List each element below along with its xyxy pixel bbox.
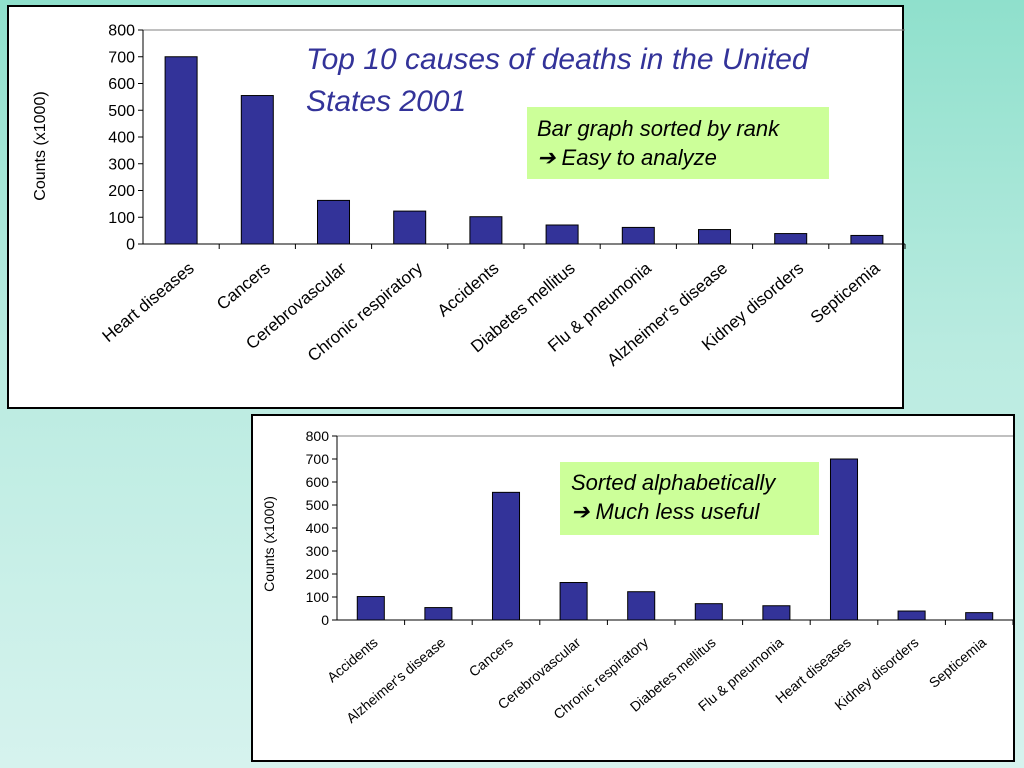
bar <box>965 612 994 621</box>
y-axis-label: Counts (x1000) <box>261 496 277 592</box>
bar <box>762 605 791 621</box>
y-tick-label: 0 <box>126 237 135 254</box>
bar <box>469 216 503 245</box>
y-tick-label: 700 <box>108 49 135 66</box>
annotation-line-1: Bar graph sorted by rank <box>537 116 780 141</box>
annotation-line-2: ➔ Much less useful <box>571 499 760 524</box>
y-tick-label: 700 <box>306 451 330 467</box>
y-tick-label: 100 <box>108 210 135 227</box>
bar <box>829 458 859 621</box>
x-category-label: Accidents <box>324 634 381 685</box>
y-tick-label: 200 <box>108 183 135 200</box>
bar <box>897 610 926 621</box>
y-tick-label: 600 <box>108 76 135 93</box>
annotation-box-ranked: Bar graph sorted by rank ➔ Easy to analy… <box>527 107 829 179</box>
bar-chart-ranked: 0 100 200 300 400 500 600 700 800 Heart diseases C… <box>99 23 906 370</box>
x-category-label: Heart diseases <box>99 259 198 346</box>
bar <box>697 229 732 245</box>
bar <box>424 607 453 621</box>
annotation-box-alphabetical: Sorted alphabetically ➔ Much less useful <box>560 462 819 535</box>
x-category-label: Septicemia <box>807 258 884 327</box>
chart-panel-ranked: 0 100 200 300 400 500 600 700 800 Heart diseases C… <box>7 5 906 409</box>
y-tick-label: 500 <box>108 103 135 120</box>
bar <box>850 234 884 245</box>
y-tick-label: 300 <box>108 156 135 173</box>
bar <box>240 95 274 245</box>
y-tick-label: 800 <box>306 428 330 444</box>
bar <box>164 56 198 245</box>
annotation-line-1: Sorted alphabetically <box>571 470 776 495</box>
y-axis-label: Counts (x1000) <box>32 91 49 201</box>
annotation-line-2: ➔ Easy to analyze <box>537 145 717 170</box>
chart-panel-alphabetical: 0 100 200 300 400 500 600 700 800 Accidents Alzhei… <box>251 414 1015 762</box>
chart-title: Top 10 causes of deaths in the United St… <box>306 43 809 118</box>
y-tick-label: 600 <box>306 474 330 490</box>
y-tick-label: 400 <box>306 520 330 536</box>
x-category-label: Cancers <box>213 259 274 314</box>
bar <box>559 582 588 621</box>
y-tick-label: 200 <box>306 566 330 582</box>
y-tick-label: 800 <box>108 23 135 40</box>
bar <box>621 226 655 245</box>
bar <box>627 591 656 621</box>
bar <box>545 224 579 245</box>
bar <box>393 210 427 245</box>
y-tick-label: 500 <box>306 497 330 513</box>
bar <box>774 233 808 245</box>
y-tick-label: 100 <box>306 589 330 605</box>
bar <box>316 199 351 245</box>
x-category-label: Septicemia <box>926 634 990 691</box>
bar-chart-alphabetical: 0100200300400500600700800AccidentsAlzhei… <box>306 428 1014 726</box>
bar <box>491 491 521 621</box>
bar <box>694 603 723 621</box>
bar <box>356 596 385 621</box>
y-tick-label: 0 <box>321 612 329 628</box>
x-category-label: Cancers <box>466 634 516 680</box>
x-category-label: Accidents <box>434 259 503 321</box>
y-tick-label: 300 <box>306 543 330 559</box>
y-tick-label: 400 <box>108 130 135 147</box>
